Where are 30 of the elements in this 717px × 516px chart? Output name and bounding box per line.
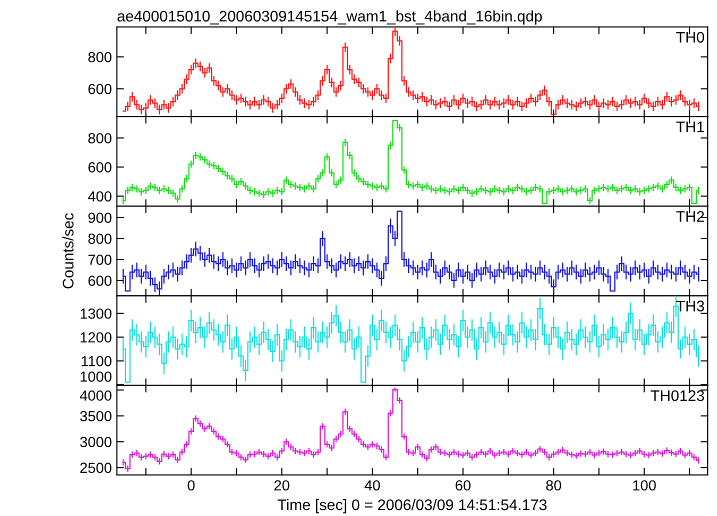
y-tick-label: 900 (88, 212, 112, 223)
x-tick-label: 80 (546, 480, 562, 491)
text: TH2 (676, 211, 704, 222)
y-tick-label: 600 (88, 84, 112, 94)
y-tick-label: 1000 (80, 371, 112, 382)
y-tick-label: 400 (88, 191, 112, 202)
text: TH0 (676, 32, 704, 43)
x-tick-label: 60 (456, 480, 471, 491)
x-tick-label: 20 (274, 480, 290, 491)
y-axis-title: Counts/sec (62, 213, 74, 288)
text: TH1 (676, 122, 704, 132)
y-tick-label: 800 (88, 133, 112, 144)
x-tick-label: 40 (364, 480, 380, 491)
y-tick-label: 700 (88, 254, 112, 265)
y-tick-label: 1300 (80, 308, 112, 319)
y-tick-label: 800 (88, 52, 112, 62)
y-tick-label: 1100 (82, 356, 112, 366)
x-tick-label: 0 (188, 480, 195, 491)
x-tick-label: 100 (633, 480, 656, 491)
y-tick-label: 1200 (80, 332, 112, 343)
y-tick-label: 3500 (80, 410, 112, 422)
y-tick-label: 800 (88, 234, 112, 244)
x-axis-title: Time [sec] 0 = 2006/03/09 14:51:54.173 (278, 498, 547, 514)
y-tick-label: 4000 (80, 390, 112, 401)
y-tick-label: 600 (88, 276, 112, 286)
y-tick-label: 2500 (80, 462, 112, 474)
y-tick-label: 600 (88, 162, 112, 172)
y-tick-label: 3000 (80, 436, 112, 448)
text: TH0123 (650, 390, 704, 402)
chart-title: ae400015010_20060309145154_wam1_bst_4band_16bin.qdp (118, 10, 542, 25)
